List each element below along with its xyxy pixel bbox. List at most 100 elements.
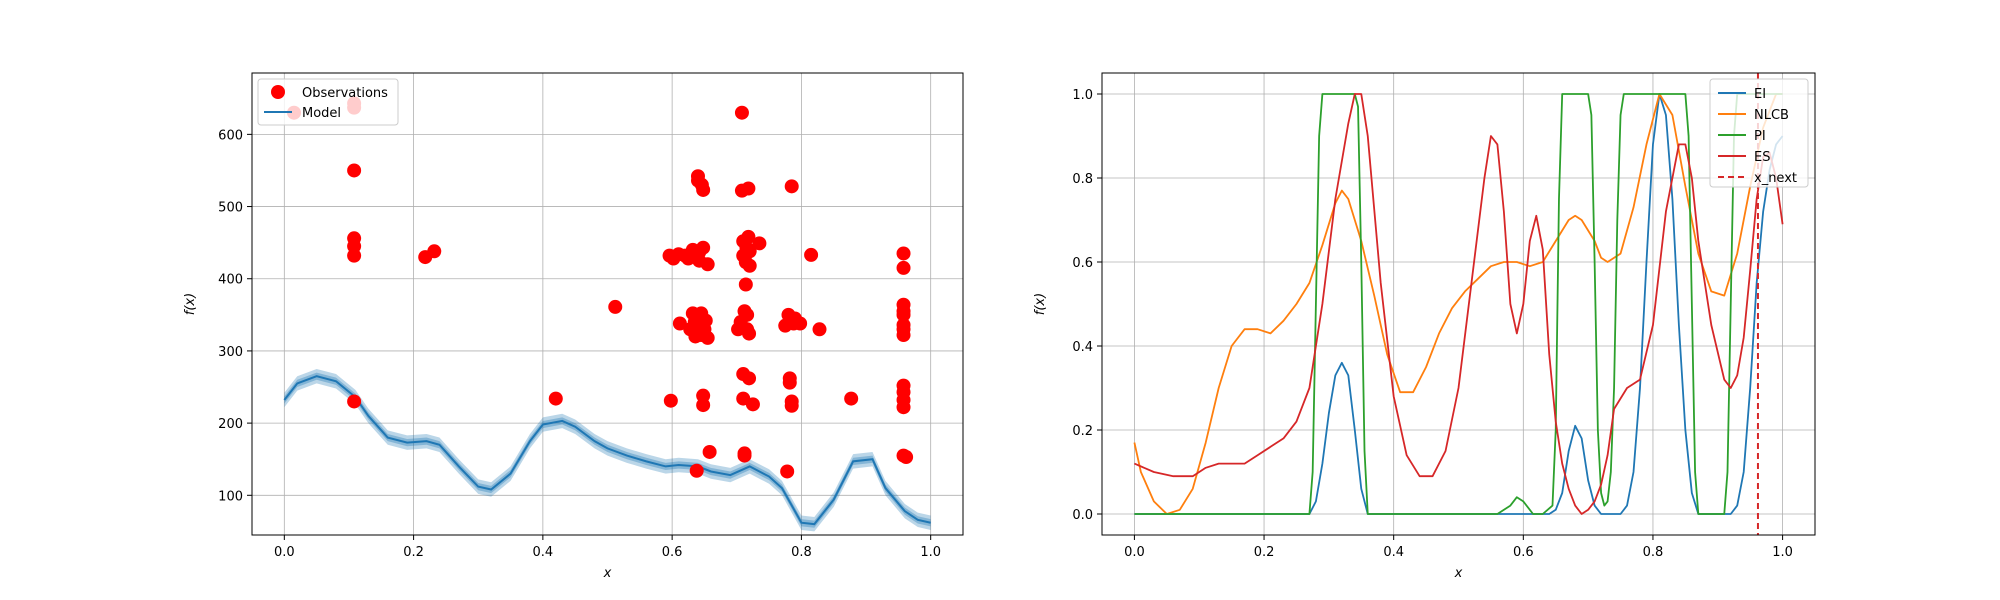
x-tick-label: 0.8 [791, 545, 812, 560]
model-mean-line [283, 375, 931, 526]
x-tick-label: 0.8 [1643, 545, 1664, 560]
x-tick-label: 0.6 [1513, 545, 1534, 560]
y-tick-label: 400 [218, 273, 243, 288]
observation-point [347, 394, 362, 409]
legend-label-es: ES [1754, 150, 1770, 165]
observation-point [896, 400, 911, 415]
observation-point [752, 236, 767, 251]
x-tick-label: 0.4 [1383, 545, 1404, 560]
axes-frame [251, 72, 964, 536]
series-line-ei [1134, 93, 1784, 515]
legend-label-x-next: x_next [1754, 171, 1797, 186]
observation-point [696, 240, 711, 255]
y-axis-label: f(x) [1033, 293, 1048, 315]
y-tick-label: 300 [218, 345, 243, 360]
x-tick-label: 1.0 [1772, 545, 1793, 560]
grid [252, 73, 963, 535]
series-line-nlcb [1133, 93, 1783, 515]
observation-point [698, 313, 713, 328]
legend-marker-observations [271, 85, 285, 99]
observation-point [672, 316, 687, 331]
x-tick-label: 0.6 [662, 545, 683, 560]
observation-point [608, 299, 623, 314]
observation-point [784, 179, 799, 194]
observation-point [700, 257, 715, 272]
observation-point [742, 326, 757, 341]
x-tick-label: 1.0 [920, 545, 941, 560]
observation-point [548, 391, 563, 406]
observation-point [742, 371, 757, 386]
observation-point [740, 307, 755, 322]
observation-points [287, 96, 914, 479]
x-tick-label: 0.0 [1124, 545, 1145, 560]
confidence-band [284, 368, 931, 532]
y-tick-label: 0.0 [1072, 508, 1093, 523]
x-tick-label: 0.4 [533, 545, 554, 560]
y-tick-label: 100 [218, 489, 243, 504]
y-tick-label: 500 [218, 201, 243, 216]
observation-point [741, 229, 756, 244]
legend: Observations Model [257, 78, 399, 126]
legend: EI NLCB PI ES x_next [1709, 78, 1809, 188]
y-tick-label: 0.4 [1072, 340, 1093, 355]
series-line-es [1134, 93, 1784, 515]
observation-point [734, 105, 749, 120]
legend-box [257, 78, 399, 126]
observation-point [742, 258, 757, 273]
model-line [283, 375, 931, 526]
observation-point [737, 448, 752, 463]
legend-label-pi: PI [1754, 129, 1766, 144]
observation-point [780, 464, 795, 479]
y-ticks: 100 200 300 400 500 600 [218, 128, 252, 504]
observation-point [896, 328, 911, 343]
legend-label-ei: EI [1754, 87, 1766, 102]
observation-point [700, 330, 715, 345]
y-axis-label: f(x) [183, 293, 198, 315]
observation-point [347, 163, 362, 178]
observation-point [427, 244, 442, 259]
x-ticks: 0.0 0.2 0.4 0.6 0.8 1.0 [1124, 535, 1793, 560]
y-tick-label: 0.8 [1072, 172, 1093, 187]
observation-point [896, 260, 911, 275]
observation-point [696, 398, 711, 413]
model-confidence-band [284, 368, 931, 532]
x-tick-label: 0.2 [1254, 545, 1275, 560]
confidence-band-inner [284, 372, 931, 528]
observation-point [738, 277, 753, 292]
series-line-pi [1134, 93, 1783, 515]
observation-point [784, 398, 799, 413]
y-tick-label: 1.0 [1072, 88, 1093, 103]
observation-point [896, 307, 911, 322]
observation-point [696, 182, 711, 197]
observation-point [896, 246, 911, 261]
observation-point [793, 316, 808, 331]
observation-point [804, 247, 819, 262]
observation-point [812, 322, 827, 337]
observation-point [741, 181, 756, 196]
axes-frame [1101, 72, 1816, 536]
legend-label-observations: Observations [302, 86, 388, 101]
observation-point [689, 463, 704, 478]
observation-point [663, 393, 678, 408]
acquisition-lines [1133, 93, 1784, 515]
legend-label-nlcb: NLCB [1754, 108, 1789, 123]
y-ticks: 0.0 0.2 0.4 0.6 0.8 1.0 [1072, 88, 1102, 523]
observation-point [782, 375, 797, 390]
panel-acquisition-functions: 0.0 0.2 0.4 0.6 0.8 1.0 0.00.20.40.60.81.0 x … [1033, 72, 1816, 581]
observation-point [347, 248, 362, 263]
observation-point [745, 397, 760, 412]
y-tick-label: 0.2 [1072, 424, 1093, 439]
y-tick-label: 0.6 [1072, 256, 1093, 271]
observation-point [742, 244, 757, 259]
legend-box [1709, 78, 1809, 188]
legend-label-model: Model [302, 106, 341, 121]
y-tick-label: 600 [218, 128, 243, 143]
y-tick-label: 200 [218, 417, 243, 432]
observation-point [844, 391, 859, 406]
x-ticks: 0.0 0.2 0.4 0.6 0.8 1.0 [274, 535, 941, 560]
x-axis-label: x [1454, 566, 1463, 581]
observation-point [702, 444, 717, 459]
x-tick-label: 0.0 [274, 545, 295, 560]
